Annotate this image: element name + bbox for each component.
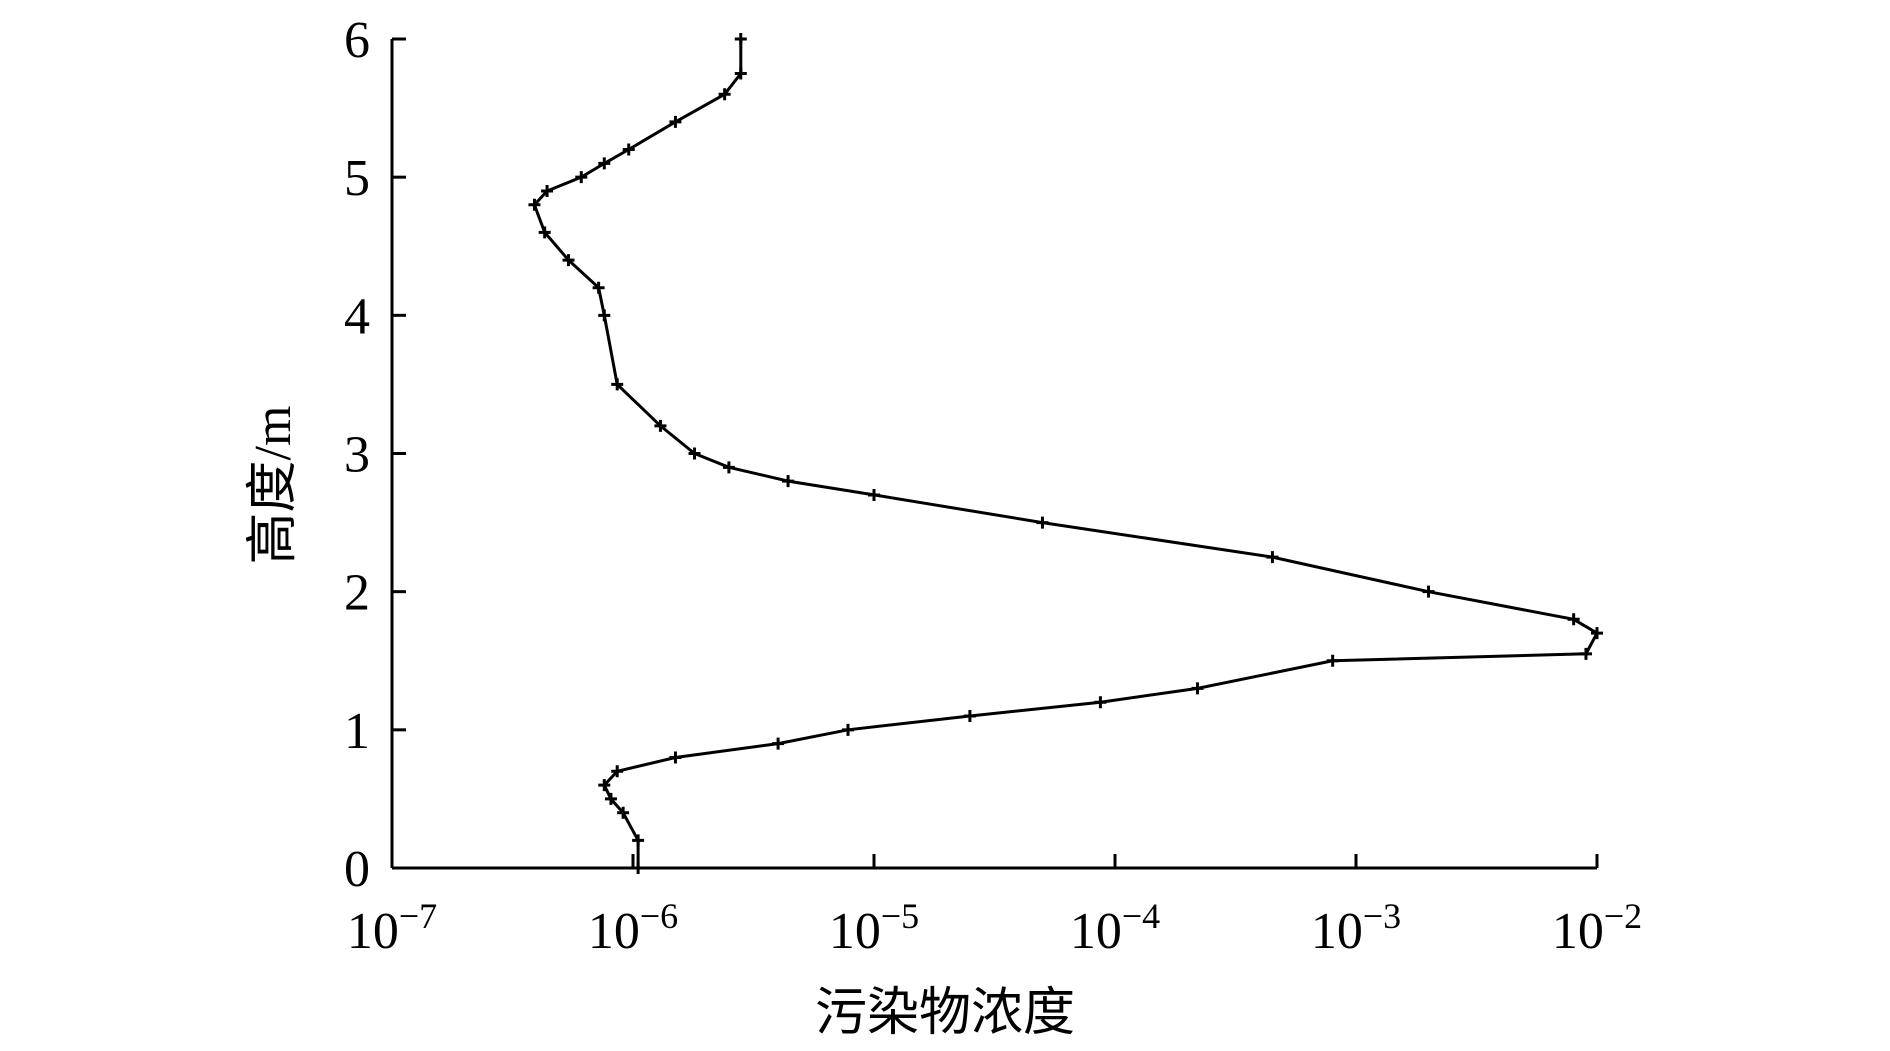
x-tick-label: 10−7 <box>347 896 437 960</box>
data-point <box>718 88 731 101</box>
y-tick-label: 5 <box>344 150 370 207</box>
data-point <box>611 765 624 778</box>
x-axis-title: 污染物浓度 <box>815 985 1075 1042</box>
y-tick-label: 3 <box>344 427 370 484</box>
x-tick-label: 10−4 <box>1070 896 1160 960</box>
data-point <box>604 792 617 805</box>
data-point <box>1266 551 1279 564</box>
data-point <box>772 737 785 750</box>
data-point <box>528 198 541 211</box>
data-point <box>598 309 611 322</box>
data-point <box>669 115 682 128</box>
data-point <box>632 834 645 847</box>
x-tick-label: 10−3 <box>1311 896 1401 960</box>
data-point <box>654 419 667 432</box>
data-point <box>562 254 575 267</box>
data-point <box>611 378 624 391</box>
y-tick-label: 1 <box>344 703 370 760</box>
data-point <box>688 447 701 460</box>
data-point <box>1191 682 1204 695</box>
data-point <box>1422 585 1435 598</box>
data-point <box>734 67 747 80</box>
data-point <box>1094 696 1107 709</box>
data-point <box>617 806 630 819</box>
y-axis-title: 高度/m <box>245 406 302 565</box>
data-point <box>1567 613 1580 626</box>
data-point <box>669 751 682 764</box>
data-point <box>734 33 747 45</box>
data-point <box>1591 627 1603 640</box>
data-point <box>1326 654 1339 667</box>
data-point <box>598 157 611 170</box>
data-point <box>782 475 795 488</box>
data-point <box>1579 647 1592 660</box>
data-point <box>632 862 645 874</box>
x-tick-label: 10−6 <box>588 896 678 960</box>
data-point <box>841 723 854 736</box>
data-point <box>575 171 588 184</box>
data-point <box>541 184 554 197</box>
data-point <box>622 143 635 156</box>
data-point <box>538 226 551 239</box>
data-point <box>592 281 605 294</box>
data-point <box>963 710 976 723</box>
x-tick-label: 10−5 <box>829 896 919 960</box>
data-point <box>722 461 735 474</box>
data-point <box>598 779 611 792</box>
data-point <box>1036 516 1049 529</box>
data-point <box>868 488 880 501</box>
y-tick-label: 0 <box>344 841 370 898</box>
data-line <box>532 39 1599 868</box>
y-tick-label: 4 <box>344 288 370 345</box>
y-tick-label: 2 <box>344 565 370 622</box>
y-tick-label: 6 <box>344 12 370 69</box>
x-tick-label: 10−2 <box>1552 896 1642 960</box>
